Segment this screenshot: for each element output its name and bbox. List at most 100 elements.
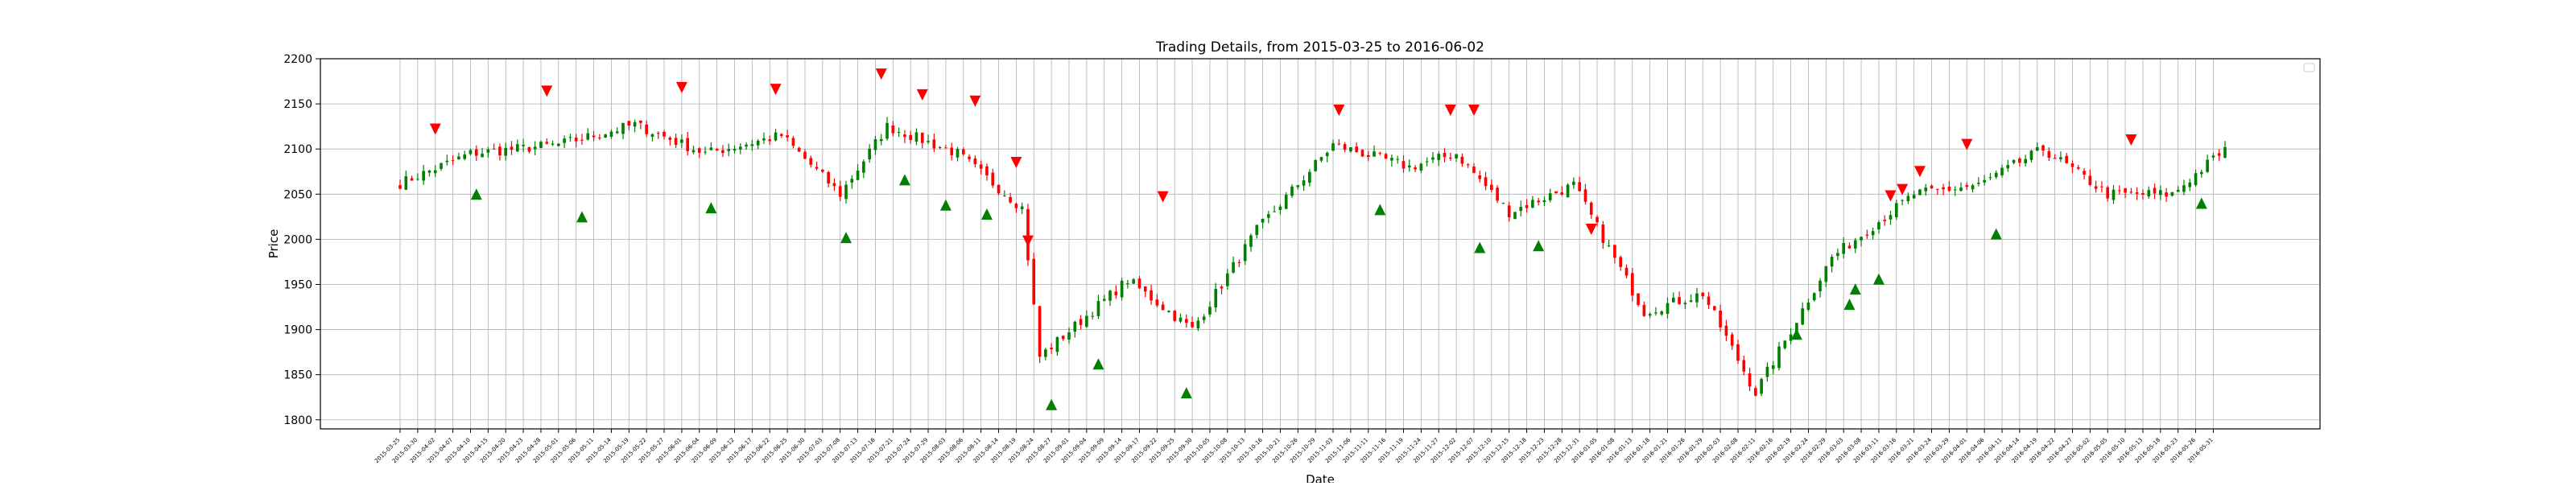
candle-body xyxy=(1085,315,1088,327)
candle-body xyxy=(1302,180,1306,186)
candle-body xyxy=(821,169,824,172)
candle-body xyxy=(704,151,707,153)
candle-body xyxy=(1572,181,1575,185)
candle-body xyxy=(1959,187,1963,192)
candle-body xyxy=(674,138,678,145)
y-tick-label: 2000 xyxy=(283,233,312,246)
candle-body xyxy=(909,134,912,141)
candle-body xyxy=(1877,222,1880,229)
candle-body xyxy=(1079,319,1083,325)
candle-body xyxy=(1126,283,1129,285)
candle-body xyxy=(1695,293,1699,303)
candle-body xyxy=(756,140,760,146)
candle-body xyxy=(803,151,807,159)
sell-signal-marker xyxy=(1010,157,1022,169)
candle-body xyxy=(1366,154,1370,158)
candle-body xyxy=(2117,190,2121,192)
buy-signal-marker xyxy=(1092,358,1104,370)
y-tick-label: 1800 xyxy=(283,414,312,427)
candle-body xyxy=(1191,322,1194,327)
candle-body xyxy=(697,148,701,153)
candle-body xyxy=(1730,334,1734,346)
chart-title: Trading Details, from 2015-03-25 to 2016… xyxy=(1155,39,1484,56)
candle-body xyxy=(914,132,919,142)
candle-body xyxy=(515,144,519,152)
sell-signal-marker xyxy=(1885,190,1897,202)
candle-body xyxy=(2170,192,2174,196)
candle-body xyxy=(1179,317,1183,322)
candle-body xyxy=(680,139,683,143)
candle-body xyxy=(1225,273,1229,286)
candle-body xyxy=(2158,190,2162,196)
candle-body xyxy=(968,156,971,159)
buy-signal-marker xyxy=(898,174,910,186)
y-tick-label: 1900 xyxy=(283,324,312,337)
candle-body xyxy=(586,133,590,140)
candle-body xyxy=(1390,158,1393,161)
candle-body xyxy=(1243,244,1247,262)
candle-body xyxy=(886,122,889,139)
candle-body xyxy=(463,154,467,159)
candle-body xyxy=(2182,185,2186,192)
candle-body xyxy=(1537,200,1540,203)
candle-body xyxy=(1202,316,1206,320)
candle-body xyxy=(1290,186,1294,196)
candle-body xyxy=(1102,299,1106,301)
candle-body xyxy=(1942,187,1945,190)
legend-box xyxy=(2303,63,2315,72)
signal-markers xyxy=(429,68,2207,410)
candle-body xyxy=(1519,207,1523,212)
candle-body xyxy=(1014,204,1018,208)
candle-body xyxy=(1860,237,1863,241)
candle-body xyxy=(709,147,713,150)
candle-body xyxy=(1355,146,1358,153)
candle-body xyxy=(1566,184,1570,198)
candle-body xyxy=(1689,300,1693,303)
candle-body xyxy=(451,160,455,162)
candle-body xyxy=(2018,158,2021,163)
buy-signal-marker xyxy=(1046,398,1058,410)
candle-body xyxy=(633,122,637,127)
candle-body xyxy=(556,143,560,146)
candle-body xyxy=(2112,189,2116,200)
candle-body xyxy=(920,132,924,143)
candle-body xyxy=(1314,159,1317,171)
candle-body xyxy=(1912,195,1916,199)
candle-body xyxy=(1583,189,1587,202)
candle-body xyxy=(1055,337,1059,352)
candle-body xyxy=(745,144,748,147)
candle-body xyxy=(1983,179,1986,183)
candle-body xyxy=(1091,315,1094,317)
candle-body xyxy=(1026,208,1030,261)
buy-signal-marker xyxy=(1990,228,2002,240)
candle-body xyxy=(668,138,672,140)
candle-body xyxy=(1654,312,1657,314)
candle-body xyxy=(1554,191,1558,194)
candle-body xyxy=(1490,184,1493,190)
candle-body xyxy=(979,164,983,169)
candle-body xyxy=(1414,167,1417,170)
candle-body xyxy=(1894,203,1898,218)
candle-body xyxy=(1325,152,1329,157)
candle-body xyxy=(1448,157,1452,159)
candle-body xyxy=(2000,167,2004,175)
candle-body xyxy=(768,139,772,142)
candle-body xyxy=(1935,188,1939,190)
candle-body xyxy=(1284,195,1288,209)
candle-body xyxy=(1847,245,1852,249)
candle-body xyxy=(1161,304,1165,311)
candle-body xyxy=(1812,293,1816,301)
y-tick-label: 2200 xyxy=(283,53,312,66)
candle-body xyxy=(645,124,648,134)
candle-body xyxy=(440,163,443,169)
x-axis: 2015-03-252015-03-302015-04-022015-04-07… xyxy=(374,429,2215,464)
candle-body xyxy=(2012,160,2016,163)
candle-body xyxy=(1683,303,1687,305)
candle-body xyxy=(510,146,514,150)
candle-body xyxy=(815,167,819,169)
candle-body xyxy=(1883,220,1887,221)
candle-body xyxy=(650,134,654,137)
candle-body xyxy=(1343,144,1347,150)
buy-signal-marker xyxy=(576,211,588,223)
